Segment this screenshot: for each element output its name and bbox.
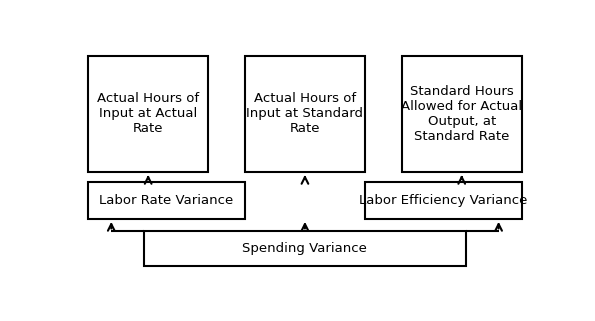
FancyBboxPatch shape	[143, 231, 466, 266]
Text: Labor Efficiency Variance: Labor Efficiency Variance	[359, 194, 527, 207]
FancyBboxPatch shape	[88, 56, 208, 172]
Text: Actual Hours of
Input at Actual
Rate: Actual Hours of Input at Actual Rate	[97, 92, 199, 135]
FancyBboxPatch shape	[365, 182, 522, 219]
FancyBboxPatch shape	[402, 56, 522, 172]
Text: Labor Rate Variance: Labor Rate Variance	[99, 194, 234, 207]
Text: Standard Hours
Allowed for Actual
Output, at
Standard Rate: Standard Hours Allowed for Actual Output…	[401, 85, 522, 143]
Text: Actual Hours of
Input at Standard
Rate: Actual Hours of Input at Standard Rate	[246, 92, 364, 135]
FancyBboxPatch shape	[88, 182, 245, 219]
Text: Spending Variance: Spending Variance	[243, 242, 367, 255]
FancyBboxPatch shape	[245, 56, 365, 172]
